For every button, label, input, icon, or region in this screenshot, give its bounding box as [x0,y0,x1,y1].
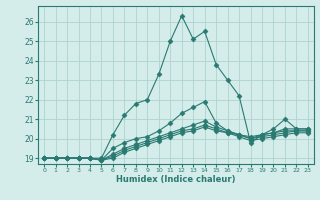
X-axis label: Humidex (Indice chaleur): Humidex (Indice chaleur) [116,175,236,184]
